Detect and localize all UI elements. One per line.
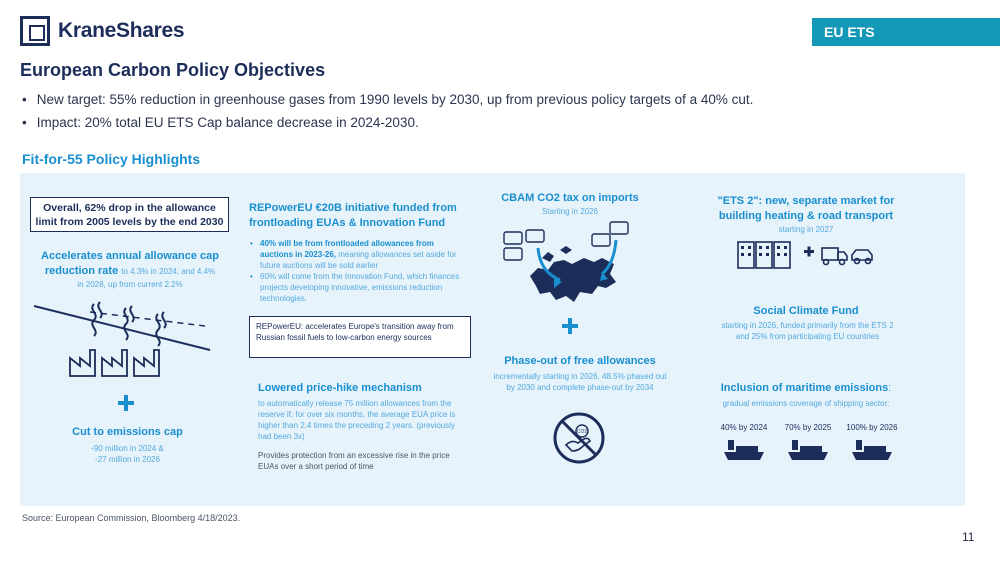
ets2-sub: starting in 2027 bbox=[778, 225, 834, 234]
logo-text: KraneShares bbox=[58, 19, 185, 42]
ship-label-2025: 70% by 2025 bbox=[784, 423, 832, 432]
allowance-drop-box: Overall, 62% drop in the allowance limit… bbox=[30, 197, 229, 232]
ship-icon bbox=[852, 440, 892, 460]
repowereu-bullets: 40% will be from frontloaded allowances … bbox=[250, 238, 468, 304]
accelerates-sub: in 2028, up from current 2.2% bbox=[77, 280, 183, 289]
ets2-title: "ETS 2": new, separate market for buildi… bbox=[717, 195, 895, 222]
target-bullet: New target: 55% reduction in greenhouse … bbox=[22, 92, 754, 107]
cut-cap-line2: -27 million in 2026 bbox=[95, 455, 160, 464]
ship-icon bbox=[724, 440, 764, 460]
truck-icon bbox=[821, 247, 848, 266]
co2-coin-label: CO2 bbox=[577, 429, 588, 435]
import-arrow-right bbox=[600, 239, 618, 276]
social-fund-title: Social Climate Fund bbox=[753, 305, 859, 317]
impact-bullet: Impact: 20% total EU ETS Cap balance dec… bbox=[22, 115, 419, 130]
plus-icon bbox=[118, 395, 134, 411]
repowereu-bullet-2: 60% will come from the Innovation Fund, … bbox=[250, 271, 468, 304]
page-title: European Carbon Policy Objectives bbox=[20, 60, 326, 80]
plus-small-icon bbox=[804, 246, 814, 257]
repowereu-bullet-1: 40% will be from frontloaded allowances … bbox=[250, 238, 468, 271]
section-tag: EU ETS bbox=[812, 18, 1000, 46]
repowereu-bullet-1-rest: meaning allowances set aside for future … bbox=[260, 250, 457, 270]
ship-label-2026: 100% by 2026 bbox=[846, 423, 898, 432]
accelerates-block: Accelerates annual allowance cap reducti… bbox=[30, 249, 230, 290]
ship-label-2024: 40% by 2024 bbox=[720, 423, 768, 432]
accelerates-inline: to 4.3% in 2024, and 4.4% bbox=[121, 267, 216, 276]
factory-illustration bbox=[33, 301, 211, 377]
building-windows bbox=[741, 246, 787, 256]
import-arrow-left bbox=[536, 247, 561, 282]
cbam-title: CBAM CO2 tax on imports bbox=[501, 192, 639, 204]
page-number: 11 bbox=[962, 530, 975, 544]
ships-illustration bbox=[724, 440, 892, 460]
cbam-illustration bbox=[503, 221, 629, 302]
accelerates-title: Accelerates annual allowance cap reducti… bbox=[41, 250, 219, 277]
smoke-icon bbox=[91, 301, 167, 347]
arrow-head-left bbox=[554, 278, 562, 288]
logo-mark-icon bbox=[20, 16, 50, 46]
price-hike-desc: to automatically release 75 million allo… bbox=[258, 399, 456, 441]
target-dashed-line bbox=[89, 311, 206, 327]
price-hike-title: Lowered price-hike mechanism bbox=[258, 382, 422, 394]
arrow-head-right bbox=[600, 272, 608, 281]
social-fund-desc: starting in 2026, funded primarily from … bbox=[721, 321, 894, 341]
document-icon bbox=[503, 221, 629, 261]
maritime-sub: gradual emissions coverage of shipping s… bbox=[722, 399, 890, 408]
maritime-colon: : bbox=[888, 382, 892, 394]
building-icon bbox=[737, 241, 791, 269]
section-title: Fit-for-55 Policy Highlights bbox=[22, 151, 201, 167]
cut-cap-block: Cut to emissions cap -90 million in 2024… bbox=[30, 425, 225, 465]
maritime-title-block: Inclusion of maritime emissions: bbox=[706, 381, 906, 396]
maritime-title: Inclusion of maritime emissions bbox=[720, 382, 889, 394]
factory-icon bbox=[69, 349, 160, 377]
cut-cap-line1: -90 million in 2024 & bbox=[91, 444, 164, 453]
phase-out-desc: incrementally starting in 2026, 48.5% ph… bbox=[493, 372, 667, 392]
cut-cap-title: Cut to emissions cap bbox=[72, 426, 183, 438]
phase-out-title: Phase-out of free allowances bbox=[504, 355, 656, 367]
plus-icon bbox=[562, 318, 578, 334]
europe-map-icon bbox=[530, 246, 616, 302]
ship-icon bbox=[788, 440, 828, 460]
cbam-sub: Starting in 2026 bbox=[541, 207, 599, 216]
source-note: Source: European Commission, Bloomberg 4… bbox=[22, 513, 241, 523]
no-co2-icon: CO2 bbox=[553, 412, 605, 464]
car-icon bbox=[851, 249, 873, 265]
repowereu-title: REPowerEU €20B initiative funded from fr… bbox=[249, 202, 457, 229]
price-hike-note: Provides protection from an excessive ri… bbox=[258, 451, 450, 471]
kraneshares-logo: KraneShares bbox=[20, 16, 185, 46]
cap-line bbox=[33, 305, 211, 351]
allowance-drop-text: Overall, 62% drop in the allowance limit… bbox=[35, 202, 224, 228]
ets2-illustration bbox=[737, 241, 873, 269]
repowereu-box: REPowerEU: accelerates Europe's transiti… bbox=[249, 316, 471, 358]
repowereu-bullet-1-bold: 40% will be from frontloaded allowances … bbox=[260, 239, 434, 259]
